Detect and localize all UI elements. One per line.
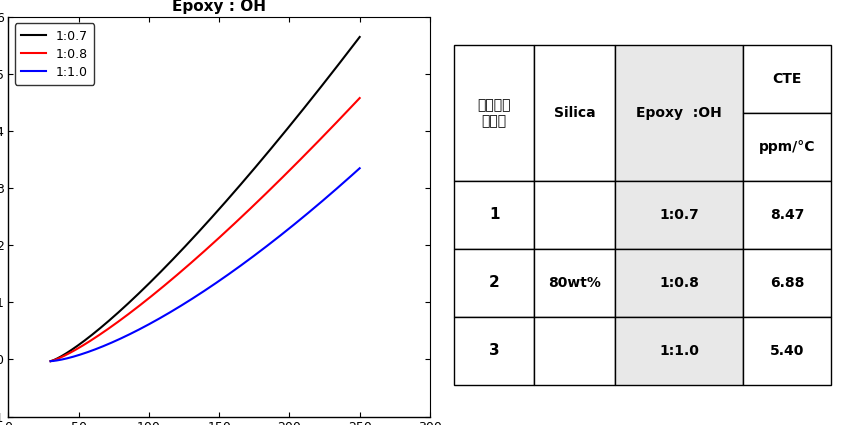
Bar — [615, 181, 743, 249]
Bar — [743, 45, 832, 113]
Text: 3: 3 — [489, 343, 499, 358]
1:0.8 — [194, 253, 204, 258]
Text: 1:0.7: 1:0.7 — [659, 208, 699, 222]
1:0.8 — [354, 96, 365, 101]
Bar — [455, 181, 534, 249]
1:1.0 — [194, 292, 204, 297]
1:1.0 — [230, 267, 240, 272]
1:1.0 — [192, 293, 203, 298]
Bar — [615, 317, 743, 385]
Bar — [534, 45, 615, 181]
Line: 1:0.8: 1:0.8 — [51, 98, 360, 361]
Bar — [534, 317, 615, 385]
Bar — [534, 181, 615, 249]
1:0.8 — [46, 359, 56, 364]
1:1.0 — [347, 173, 357, 178]
1:0.7 — [213, 208, 223, 213]
Text: CTE: CTE — [773, 72, 802, 86]
Bar — [534, 249, 615, 317]
Title: Epoxy : OH: Epoxy : OH — [172, 0, 266, 14]
1:0.7 — [230, 189, 240, 194]
1:0.8 — [230, 221, 240, 226]
Text: Silica: Silica — [554, 106, 595, 120]
1:1.0 — [298, 214, 309, 219]
Line: 1:1.0: 1:1.0 — [51, 168, 360, 361]
1:0.7 — [194, 229, 204, 234]
Text: 비스페놀
에폭시: 비스페놀 에폭시 — [477, 98, 511, 128]
Text: 5.40: 5.40 — [770, 343, 805, 357]
1:0.7 — [192, 231, 203, 236]
1:0.7 — [298, 106, 309, 111]
Bar — [743, 249, 832, 317]
1:0.8 — [213, 236, 223, 241]
1:1.0 — [46, 359, 56, 364]
Bar — [615, 249, 743, 317]
1:0.8 — [347, 103, 357, 108]
1:0.7 — [354, 34, 365, 40]
Bar — [455, 249, 534, 317]
Bar — [455, 45, 534, 181]
Text: 6.88: 6.88 — [770, 276, 805, 290]
Text: ppm/°C: ppm/°C — [759, 140, 816, 154]
1:0.8 — [192, 255, 203, 260]
Text: 80wt%: 80wt% — [548, 276, 601, 290]
1:1.0 — [213, 279, 223, 284]
1:1.0 — [354, 166, 365, 171]
1:0.8 — [298, 153, 309, 159]
Legend: 1:0.7, 1:0.8, 1:1.0: 1:0.7, 1:0.8, 1:1.0 — [14, 23, 94, 85]
Bar — [455, 317, 534, 385]
1:0.7 — [347, 44, 357, 49]
Text: 8.47: 8.47 — [770, 208, 805, 222]
Bar — [615, 45, 743, 181]
Text: 1: 1 — [489, 207, 499, 222]
1:0.7 — [46, 359, 56, 364]
Bar — [743, 181, 832, 249]
Text: 2: 2 — [489, 275, 499, 290]
Line: 1:0.7: 1:0.7 — [51, 37, 360, 361]
Text: 1:1.0: 1:1.0 — [659, 343, 699, 357]
Text: 1:0.8: 1:0.8 — [659, 276, 699, 290]
Bar — [743, 317, 832, 385]
Text: Epoxy  :OH: Epoxy :OH — [636, 106, 722, 120]
Bar — [743, 113, 832, 181]
